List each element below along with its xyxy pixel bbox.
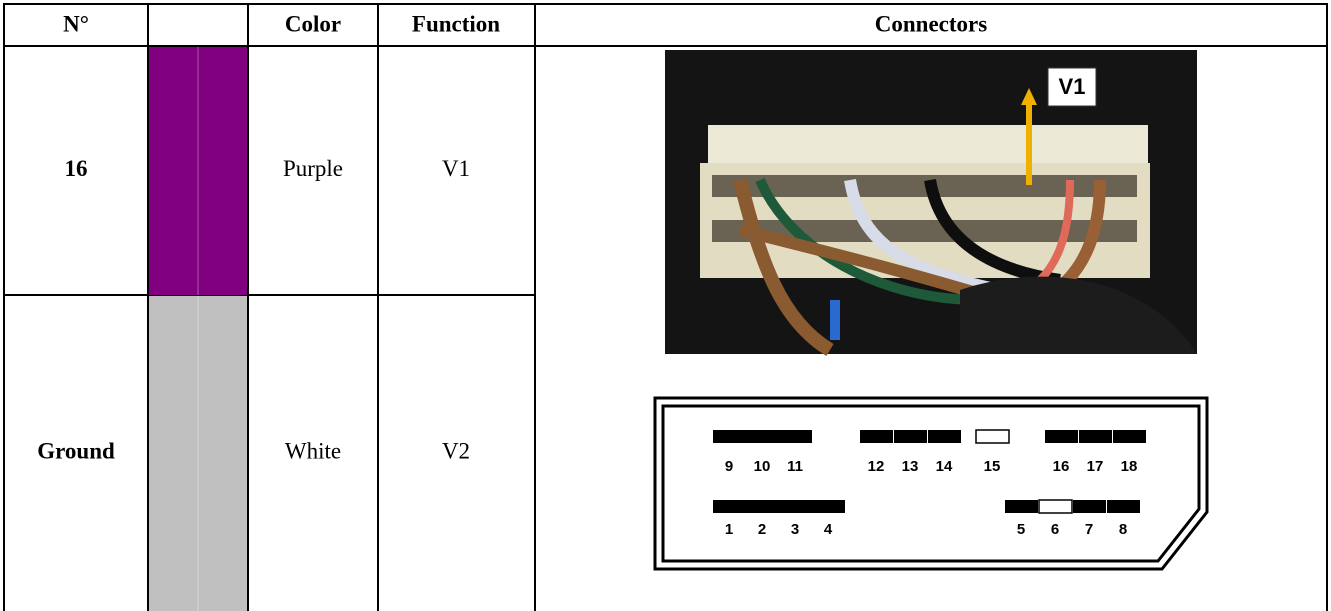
pin-number: 2	[758, 521, 766, 538]
connector-photo: V1	[665, 50, 1197, 356]
pin-number: 15	[984, 458, 1001, 475]
pin-slot	[975, 429, 1010, 444]
pin-slot	[1038, 499, 1073, 514]
pin-slot	[779, 500, 812, 513]
pin-slot	[1113, 430, 1146, 443]
pin-slot	[1079, 430, 1112, 443]
pin-number: 14	[936, 458, 953, 475]
color-swatch	[149, 47, 247, 295]
photo-label: V1	[1059, 74, 1086, 99]
pin-number: 4	[824, 521, 833, 538]
pin-number: 13	[902, 458, 919, 475]
pin-number: 17	[1087, 458, 1104, 475]
connector-diagram	[653, 396, 1209, 571]
header-color: Color	[285, 11, 341, 36]
pin-number: 16	[1053, 458, 1070, 475]
pin-number: 6	[1051, 521, 1059, 538]
row-function: V2	[442, 438, 470, 463]
pin-slot	[1073, 500, 1106, 513]
header-connectors: Connectors	[875, 11, 987, 36]
pin-number: 8	[1119, 521, 1127, 538]
header-number: N°	[63, 11, 89, 36]
pin-number: 3	[791, 521, 799, 538]
pin-number: 5	[1017, 521, 1025, 538]
pin-number: 1	[725, 521, 733, 538]
pin-slot	[713, 500, 746, 513]
pin-number: 10	[754, 458, 771, 475]
row-function: V1	[442, 156, 470, 181]
pin-slot	[812, 500, 845, 513]
pin-number: 18	[1121, 458, 1138, 475]
header-function: Function	[412, 11, 500, 36]
pin-slot	[779, 430, 812, 443]
row-number: 16	[65, 156, 88, 181]
pin-number: 12	[868, 458, 885, 475]
pin-number: 11	[787, 458, 803, 475]
pin-number: 7	[1085, 521, 1093, 538]
row-number: Ground	[37, 438, 115, 463]
table-borders	[3, 3, 1328, 611]
row-color: White	[285, 438, 341, 463]
pin-slot	[1045, 430, 1078, 443]
row-color: Purple	[283, 156, 343, 181]
pin-slot	[894, 430, 927, 443]
pin-slot	[860, 430, 893, 443]
pin-slot	[1005, 500, 1038, 513]
pin-slot	[713, 430, 746, 443]
pin-slot	[928, 430, 961, 443]
pin-number: 9	[725, 458, 733, 475]
pin-slot	[1107, 500, 1140, 513]
pin-slot	[746, 430, 779, 443]
pin-slot	[746, 500, 779, 513]
color-swatch	[149, 296, 247, 611]
